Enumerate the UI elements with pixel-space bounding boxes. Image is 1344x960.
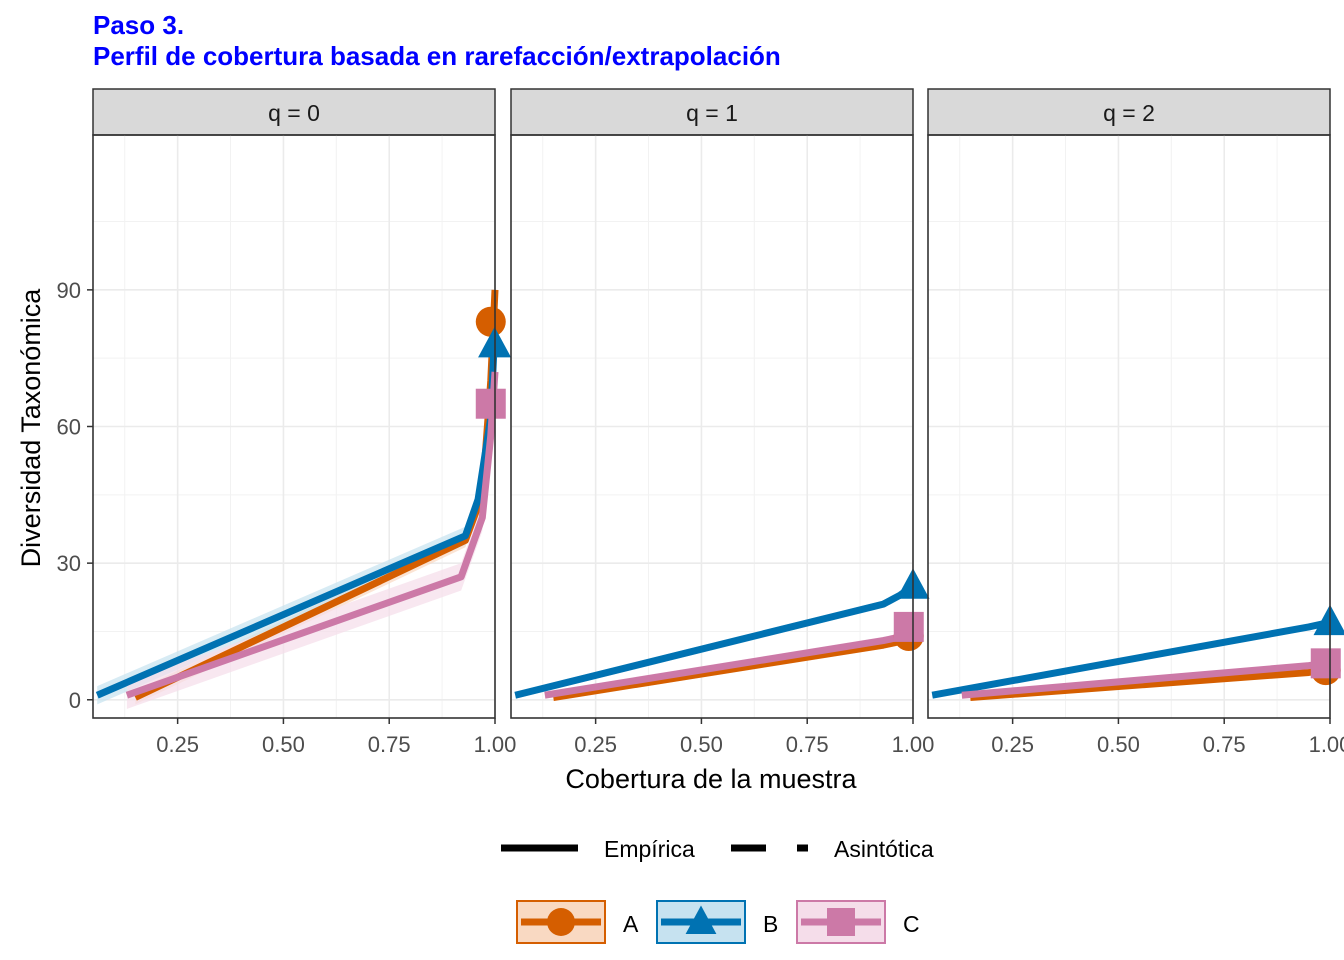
x-tick-label: 0.50 xyxy=(680,732,723,757)
panel-border xyxy=(927,134,1331,719)
x-tick-label: 0.75 xyxy=(368,732,411,757)
y-tick-label: 90 xyxy=(57,278,81,303)
y-tick-label: 0 xyxy=(69,688,81,713)
legend-item-c: C xyxy=(796,900,920,944)
facet-panels: q = 0 0.25 0.50 0.75 1.00 0 30 60 90 q = 1 0.25 0.5… xyxy=(57,88,1344,757)
legend-item-a: A xyxy=(516,900,639,944)
series-ribbon xyxy=(126,358,495,709)
x-tick-label: 1.00 xyxy=(1309,732,1344,757)
chart-subtitle: Perfil de cobertura basada en rarefacció… xyxy=(93,41,781,71)
legend-label-asintotica: Asintótica xyxy=(834,836,934,862)
facet-strip-label: q = 1 xyxy=(686,100,738,126)
x-tick-label: 0.75 xyxy=(1203,732,1246,757)
facet-panel: q = 0 0.25 0.50 0.75 1.00 0 30 60 90 xyxy=(57,88,517,757)
facet-strip-label: q = 2 xyxy=(1103,100,1155,126)
x-tick-label: 0.50 xyxy=(262,732,305,757)
series-line xyxy=(544,625,912,699)
x-tick-label: 0.50 xyxy=(1097,732,1140,757)
x-tick-label: 1.00 xyxy=(474,732,517,757)
x-tick-label: 0.25 xyxy=(574,732,617,757)
y-tick-label: 60 xyxy=(57,415,81,440)
y-axis-label: Diversidad Taxonómica xyxy=(16,288,46,568)
series-line xyxy=(125,371,499,699)
y-tick-label: 30 xyxy=(57,551,81,576)
legend: Empírica Asintótica A B C xyxy=(501,836,934,944)
chart-title-block: Paso 3. Perfil de cobertura basada en ra… xyxy=(93,10,781,72)
observed-point xyxy=(893,611,924,642)
legend-label-empirica: Empírica xyxy=(604,836,695,862)
facet-panel: q = 1 0.25 0.50 0.75 1.00 xyxy=(510,88,935,757)
panel-border xyxy=(510,134,914,719)
observed-point xyxy=(1313,604,1344,636)
x-tick-label: 0.25 xyxy=(991,732,1034,757)
facet-strip xyxy=(927,88,1331,136)
series-line xyxy=(514,583,916,699)
x-axis-label: Cobertura de la muestra xyxy=(565,764,857,794)
facet-panel: q = 2 0.25 0.50 0.75 1.00 xyxy=(927,88,1344,757)
legend-label: A xyxy=(623,911,639,937)
observed-point xyxy=(475,306,506,337)
legend-key-shape xyxy=(685,905,717,934)
legend-label: B xyxy=(763,911,778,937)
facet-strip-label: q = 0 xyxy=(268,100,320,126)
observed-point xyxy=(475,388,506,419)
x-tick-label: 0.75 xyxy=(786,732,829,757)
facet-strip xyxy=(510,88,914,136)
legend-label: C xyxy=(903,911,920,937)
observed-point xyxy=(1310,648,1341,679)
chart-title: Paso 3. xyxy=(93,10,185,40)
legend-key-shape xyxy=(827,908,855,936)
x-tick-label: 0.25 xyxy=(156,732,199,757)
legend-item-b: B xyxy=(656,900,778,944)
x-tick-label: 1.00 xyxy=(892,732,935,757)
legend-key-shape xyxy=(547,908,575,936)
